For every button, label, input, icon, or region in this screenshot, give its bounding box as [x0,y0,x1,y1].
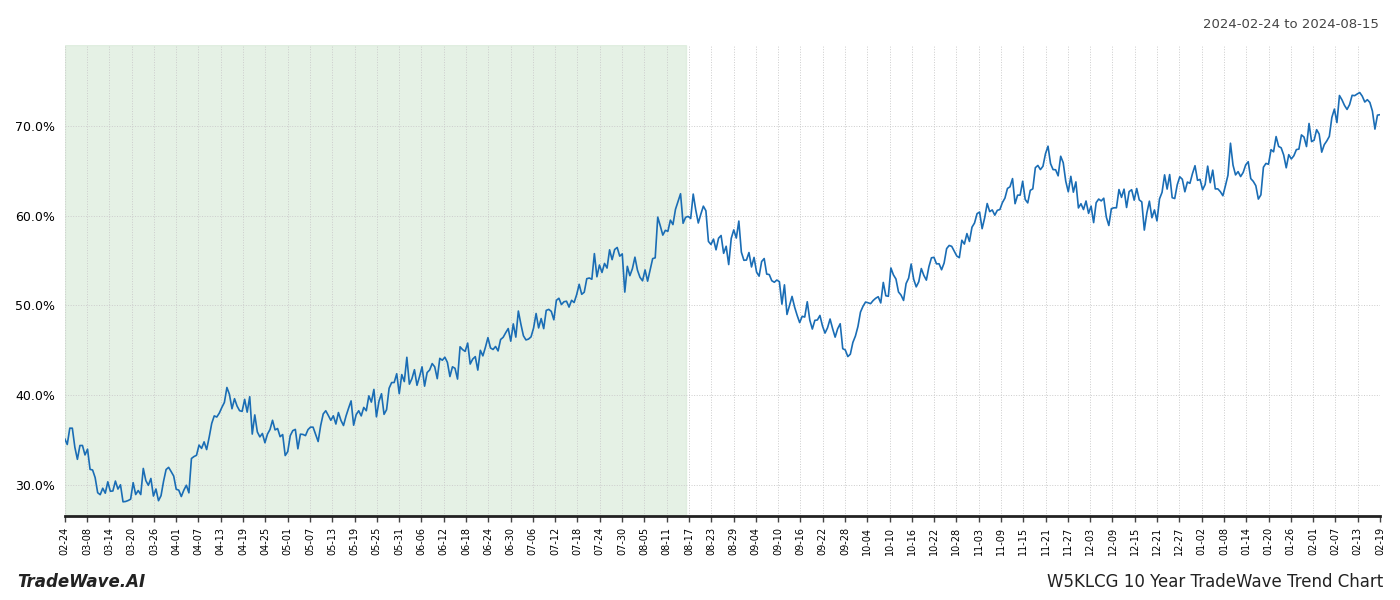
Text: W5KLCG 10 Year TradeWave Trend Chart: W5KLCG 10 Year TradeWave Trend Chart [1047,573,1383,591]
Text: TradeWave.AI: TradeWave.AI [17,573,146,591]
Text: 2024-02-24 to 2024-08-15: 2024-02-24 to 2024-08-15 [1203,18,1379,31]
Bar [64,45,686,516]
